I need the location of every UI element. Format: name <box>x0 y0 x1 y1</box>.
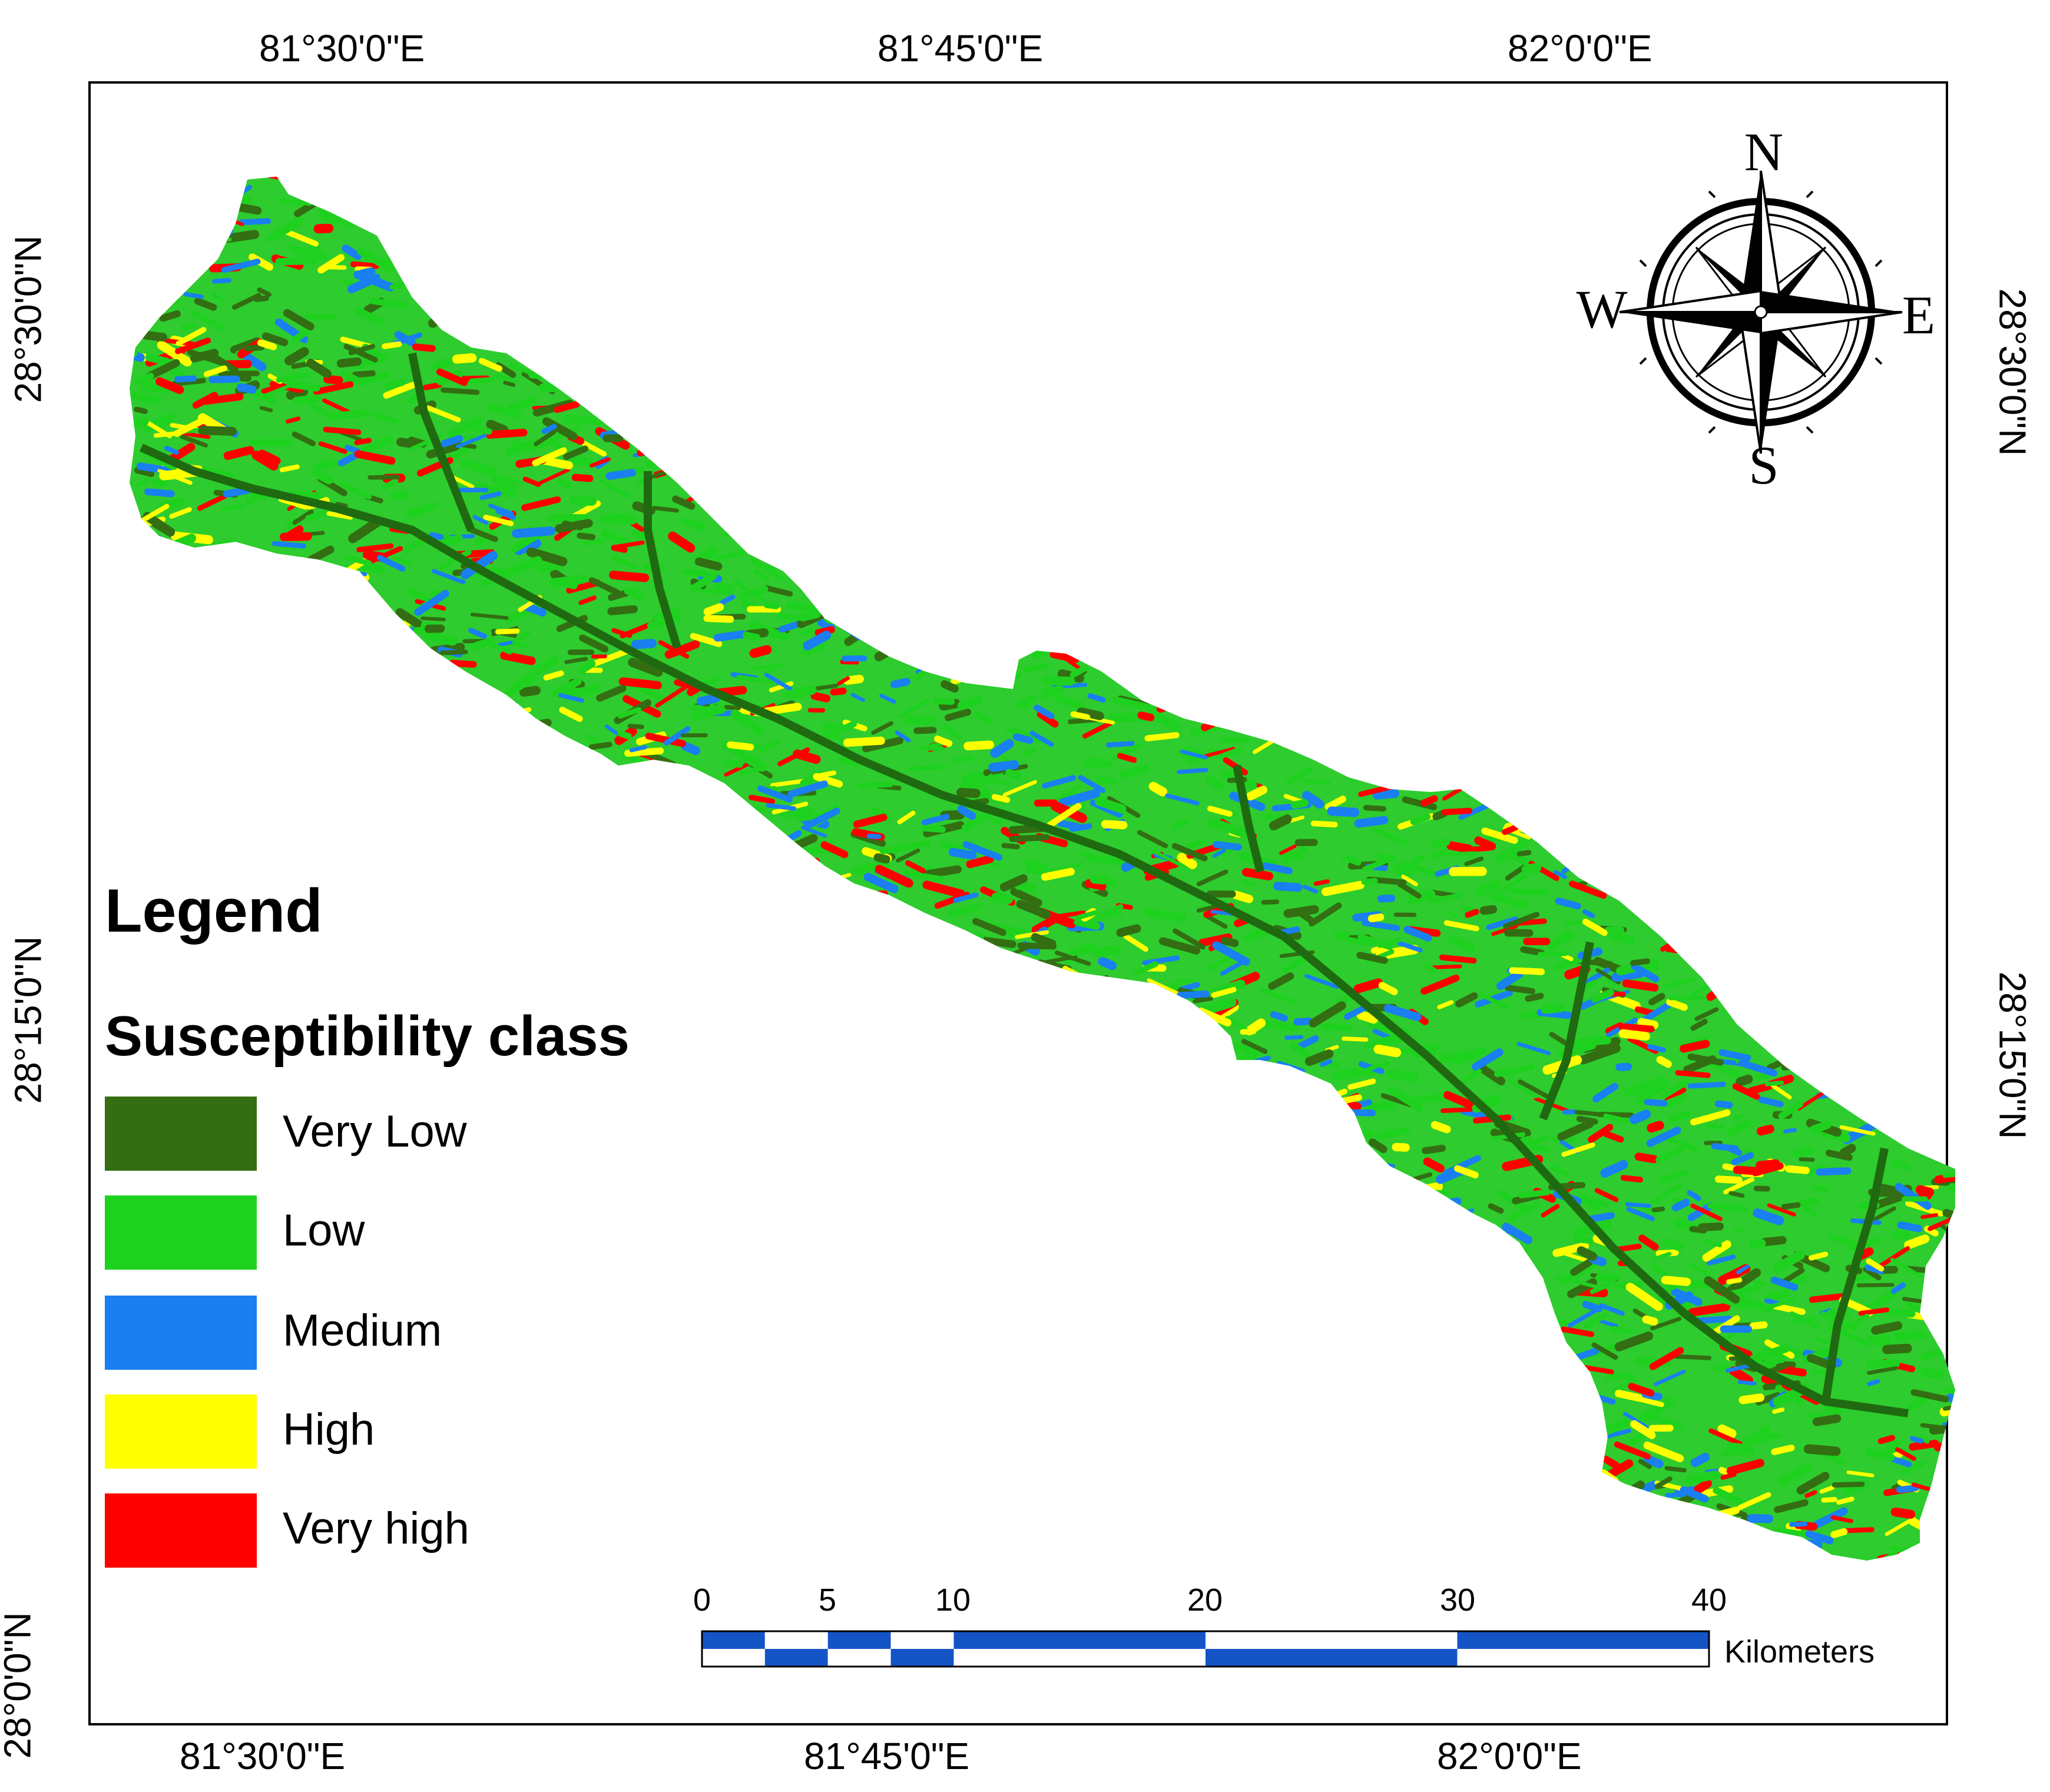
legend-title: Legend <box>105 877 323 945</box>
compass-north-label: N <box>1744 122 1784 182</box>
scale-segment-top <box>827 1631 891 1649</box>
legend-swatch-very-low <box>105 1097 257 1171</box>
legend-label-very-high: Very high <box>283 1503 469 1553</box>
scale-bar-outline <box>701 1630 1710 1668</box>
scale-segment-bottom <box>827 1649 891 1667</box>
legend-swatch-very-high <box>105 1493 257 1568</box>
legend-label-high: High <box>283 1405 375 1455</box>
scale-segment-bottom <box>764 1649 828 1667</box>
legend-swatch-medium <box>105 1296 257 1370</box>
bottom-longitude-label-1: 81°30'0"E <box>180 1735 346 1777</box>
legend-label-medium: Medium <box>283 1306 442 1356</box>
bottom-longitude-label-3: 82°0'0"E <box>1437 1735 1582 1777</box>
legend-label-very-low: Very Low <box>283 1107 467 1157</box>
bottom-longitude-label-2: 81°45'0"E <box>804 1735 970 1777</box>
scale-segment-top <box>764 1631 828 1649</box>
legend-swatch-high <box>105 1394 257 1469</box>
top-longitude-label-3: 82°0'0"E <box>1508 27 1652 69</box>
compass-east-label: E <box>1902 285 1936 345</box>
scale-tick-20: 20 <box>1187 1582 1223 1618</box>
scale-segment-bottom <box>953 1649 1206 1667</box>
scale-segment-top <box>1206 1631 1458 1649</box>
scale-segment-top <box>1457 1631 1709 1649</box>
drainage-line <box>1539 941 1594 1121</box>
drainage-line <box>1233 764 1264 873</box>
drainage-line <box>1352 1234 1534 1387</box>
top-longitude-label-2: 81°45'0"E <box>877 27 1044 69</box>
compass-south-label: S <box>1748 435 1779 495</box>
scale-segment-bottom <box>890 1649 954 1667</box>
drainage-line <box>140 443 1909 1417</box>
scale-segment-bottom <box>1457 1649 1709 1667</box>
scale-bar <box>701 1630 1710 1668</box>
study-area-susceptibility-map <box>130 177 1955 1561</box>
legend-subtitle: Susceptibility class <box>105 1005 630 1068</box>
drainage-line <box>1822 1147 1889 1403</box>
scale-tick-30: 30 <box>1439 1582 1476 1618</box>
scale-tick-10: 10 <box>935 1582 971 1618</box>
scale-tick-0: 0 <box>693 1582 711 1618</box>
scale-tick-40: 40 <box>1691 1582 1727 1618</box>
compass-rose <box>1619 170 1903 454</box>
scale-unit-label: Kilometers <box>1724 1634 1875 1670</box>
scale-segment-top <box>953 1631 1206 1649</box>
scale-segment-bottom <box>1206 1649 1458 1667</box>
legend-swatch-low <box>105 1195 257 1270</box>
drainage-line <box>408 352 475 532</box>
compass-west-label: W <box>1576 279 1628 339</box>
drainage-line <box>644 471 681 650</box>
top-longitude-label-1: 81°30'0"E <box>259 27 425 69</box>
scale-segment-top <box>702 1631 765 1649</box>
scale-segment-top <box>890 1631 954 1649</box>
scale-segment-bottom <box>702 1649 765 1667</box>
legend-label-low: Low <box>283 1205 365 1256</box>
scale-tick-5: 5 <box>818 1582 837 1618</box>
